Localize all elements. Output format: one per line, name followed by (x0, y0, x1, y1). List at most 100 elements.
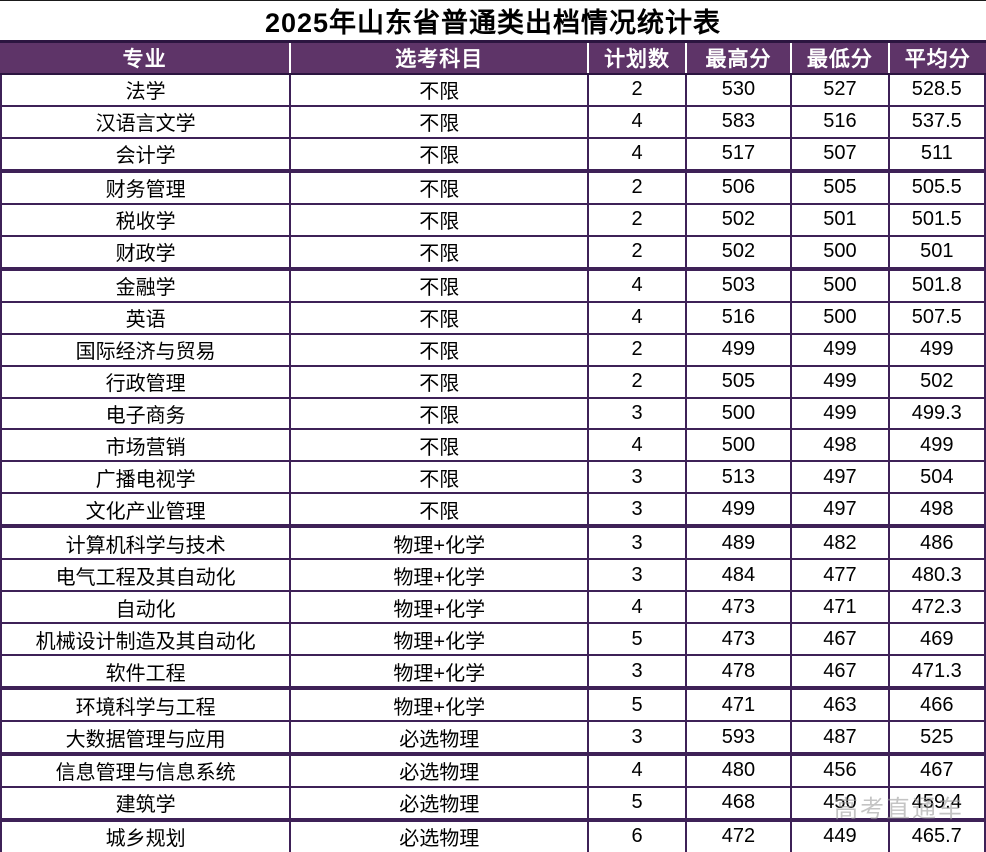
subjects-cell: 不限 (289, 236, 587, 267)
plan-count-cell: 3 (587, 494, 684, 525)
min-score-cell: 463 (790, 690, 887, 721)
avg-score-cell: 501.5 (887, 204, 986, 235)
table-row: 软件工程 物理+化学 3 478 467 471.3 (0, 656, 986, 689)
plan-count-cell: 5 (587, 624, 684, 655)
column-header-max-score: 最高分 (684, 43, 790, 73)
avg-score-cell: 467 (887, 756, 986, 786)
max-score-cell: 471 (684, 690, 790, 721)
min-score-cell: 500 (790, 302, 887, 333)
major-cell: 电气工程及其自动化 (0, 560, 289, 591)
major-cell: 市场营销 (0, 430, 289, 461)
plan-count-cell: 3 (587, 528, 684, 559)
plan-count-cell: 4 (587, 106, 684, 137)
max-score-cell: 489 (684, 528, 790, 559)
table-row: 法学 不限 2 530 527 528.5 (0, 75, 986, 107)
avg-score-cell: 471.3 (887, 656, 986, 687)
min-score-cell: 500 (790, 270, 887, 301)
major-cell: 软件工程 (0, 656, 289, 687)
major-cell: 环境科学与工程 (0, 690, 289, 721)
subjects-cell: 不限 (289, 75, 587, 105)
avg-score-cell: 469 (887, 624, 986, 655)
major-cell: 财政学 (0, 236, 289, 267)
subjects-cell: 必选物理 (289, 722, 587, 753)
subjects-cell: 物理+化学 (289, 560, 587, 591)
plan-count-cell: 2 (587, 334, 684, 365)
table-row: 建筑学 必选物理 5 468 450 459.4 (0, 787, 986, 820)
major-cell: 税收学 (0, 204, 289, 235)
column-header-major: 专业 (122, 48, 167, 71)
avg-score-cell: 459.4 (887, 787, 986, 818)
table-row: 会计学 不限 4 517 507 511 (0, 138, 986, 171)
min-score-cell: 516 (790, 106, 887, 137)
subjects-cell: 不限 (289, 302, 587, 333)
major-cell: 电子商务 (0, 398, 289, 429)
table-row: 汉语言文学 不限 4 583 516 537.5 (0, 106, 986, 139)
min-score-cell: 499 (790, 366, 887, 397)
major-cell: 法学 (0, 75, 289, 105)
max-score-cell: 473 (684, 592, 790, 623)
table-body: 法学 不限 2 530 527 528.5 汉语言文学 不限 4 583 516 537.5 会计学 不限… (0, 75, 986, 852)
table-row: 环境科学与工程 物理+化学 5 471 463 466 (0, 688, 986, 723)
max-score-cell: 499 (684, 494, 790, 525)
table-row: 国际经济与贸易 不限 2 499 499 499 (0, 334, 986, 367)
table-row: 城乡规划 必选物理 6 472 449 465.7 (0, 819, 986, 852)
major-cell: 自动化 (0, 592, 289, 623)
major-cell: 财务管理 (0, 172, 289, 203)
plan-count-cell: 4 (587, 592, 684, 623)
column-header-subjects: 选考科目 (289, 43, 587, 73)
subjects-cell: 物理+化学 (289, 592, 587, 623)
max-score-cell: 516 (684, 302, 790, 333)
subjects-cell: 不限 (289, 172, 587, 203)
plan-count-cell: 3 (587, 398, 684, 429)
table-row: 电气工程及其自动化 物理+化学 3 484 477 480.3 (0, 560, 986, 593)
min-score-cell: 477 (790, 560, 887, 591)
min-score-cell: 497 (790, 462, 887, 493)
table-row: 机械设计制造及其自动化 物理+化学 5 473 467 469 (0, 624, 986, 657)
max-score-cell: 530 (684, 75, 790, 105)
max-score-cell: 517 (684, 138, 790, 169)
subjects-cell: 不限 (289, 270, 587, 301)
column-header-plan-count: 计划数 (587, 43, 684, 73)
major-cell: 英语 (0, 302, 289, 333)
avg-score-cell: 505.5 (887, 172, 986, 203)
avg-score-cell: 511 (887, 138, 986, 169)
avg-score-cell: 465.7 (887, 821, 986, 852)
avg-score-cell: 486 (887, 528, 986, 559)
avg-score-cell: 480.3 (887, 560, 986, 591)
min-score-cell: 450 (790, 787, 887, 818)
plan-count-cell: 2 (587, 75, 684, 105)
avg-score-cell: 499.3 (887, 398, 986, 429)
table-row: 文化产业管理 不限 3 499 497 498 (0, 494, 986, 527)
plan-count-cell: 4 (587, 756, 684, 786)
table-row: 大数据管理与应用 必选物理 3 593 487 525 (0, 722, 986, 755)
plan-count-cell: 3 (587, 656, 684, 687)
plan-count-cell: 2 (587, 366, 684, 397)
subjects-cell: 不限 (289, 462, 587, 493)
min-score-cell: 471 (790, 592, 887, 623)
table-row: 电子商务 不限 3 500 499 499.3 (0, 398, 986, 431)
avg-score-cell: 537.5 (887, 106, 986, 137)
min-score-cell: 505 (790, 172, 887, 203)
subjects-cell: 必选物理 (289, 787, 587, 818)
major-cell: 文化产业管理 (0, 494, 289, 525)
avg-score-cell: 501 (887, 236, 986, 267)
major-cell: 金融学 (0, 270, 289, 301)
max-score-cell: 506 (684, 172, 790, 203)
min-score-cell: 507 (790, 138, 887, 169)
table-row: 财政学 不限 2 502 500 501 (0, 236, 986, 269)
min-score-cell: 501 (790, 204, 887, 235)
plan-count-cell: 3 (587, 722, 684, 753)
max-score-cell: 484 (684, 560, 790, 591)
table-row: 行政管理 不限 2 505 499 502 (0, 366, 986, 399)
max-score-cell: 473 (684, 624, 790, 655)
min-score-cell: 527 (790, 75, 887, 105)
min-score-cell: 499 (790, 398, 887, 429)
avg-score-cell: 499 (887, 430, 986, 461)
max-score-cell: 499 (684, 334, 790, 365)
page-title: 2025年山东省普通类出档情况统计表 (264, 8, 722, 38)
plan-count-cell: 2 (587, 204, 684, 235)
table-row: 金融学 不限 4 503 500 501.8 (0, 268, 986, 303)
plan-count-cell: 4 (587, 430, 684, 461)
major-cell: 信息管理与信息系统 (0, 756, 289, 786)
